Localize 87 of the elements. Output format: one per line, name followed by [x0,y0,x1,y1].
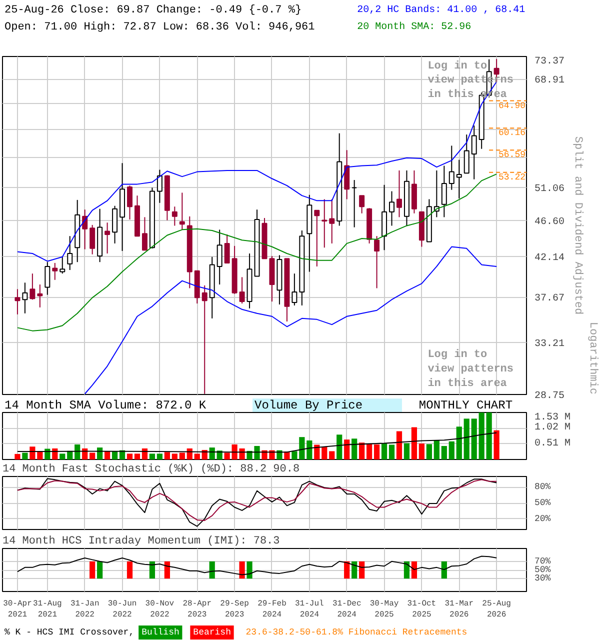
candlestick [359,195,365,214]
y-tick-label: 46.60 [534,216,565,228]
candlestick [471,124,477,180]
y-tick-label: 80% [534,482,552,492]
candlestick [456,159,462,199]
candlestick [67,236,73,270]
chart-title: 14 Month Fast Stochastic (%K) (%D): 88.2 90.8 [2,464,300,476]
legend-title: % K - HCS IMI Crossover, [4,628,134,638]
candlestick [112,205,118,244]
y-tick-label: 20% [534,514,552,524]
x-tick-label: 29-Feb 2024 [258,600,287,620]
y-axis-title: Split and Dividend Adjusted [572,136,584,315]
text: Logarithmic [586,322,598,395]
candlestick [374,236,380,289]
candlestick [202,284,208,394]
y-tick-label: 33.21 [534,338,565,350]
y-tick-label: 28.75 [534,391,565,402]
line-series [16,556,498,576]
text: Bullish [142,628,180,638]
x-tick-label: 29-Sep 2023 [220,600,250,620]
x-tick-label: 31-Mar 2026 [444,600,474,620]
x-tick-label: 30-Jun 2022 [108,600,137,620]
text: MONTHLY CHART [418,398,513,412]
ref-line-label: 56.59 [498,150,526,160]
x-tick-label: 31-Jul 2024 [295,600,324,620]
candlestick [127,185,133,220]
candlestick [44,262,50,296]
candlestick [314,210,320,267]
candlestick [464,134,470,174]
candlestick [179,192,185,230]
chart-title: 14 Month SMA Volume: 872.0 K [4,398,207,412]
text: 20,2 HC Bands: 41.00 , 68.41 [357,4,526,16]
y-tick-label: 37.67 [534,294,565,305]
y-tick-label: 68.91 [534,76,565,87]
text: Volume By Price [254,398,363,412]
ref-line-label: 53.22 [498,172,526,182]
candlestick [22,282,28,314]
ref-line-label: 60.16 [498,128,526,138]
x-tick-label: 31-Aug 2021 [33,600,62,620]
candlestick [172,206,178,226]
candlestick [142,216,148,251]
candlestick [14,288,20,315]
y-tick-label: 42.14 [534,253,565,264]
chart-title: 25-Aug-26 Close: 69.87 Change: -0.49 {-0.7 %} [4,4,302,16]
chart-subtitle: Open: 71.00 High: 72.87 Low: 68.36 Vol: 946,961 [4,22,316,34]
candlestick [239,276,245,304]
line-series [16,174,498,332]
y-tick-label: 50% [534,565,552,575]
candlestick [329,198,335,244]
x-tick-label: 25-Aug 2026 [482,600,512,620]
text: 23.6-38.2-50-61.8% Fibonacci Retracements [246,628,468,638]
candlestick [90,224,96,255]
y-tick-label: 30% [534,574,552,584]
y-tick-label: 73.37 [534,56,565,68]
x-tick-label: 31-Oct 2025 [407,600,436,620]
y-tick-label: 70% [534,556,552,566]
x-tick-label: 30-Nov 2022 [145,600,174,620]
text: Bearish [193,628,231,638]
text: 20 Month SMA: 52.96 [357,21,472,33]
x-tick-label: 30-Apr 2021 [3,600,32,620]
candlestick [30,273,36,300]
candlestick [396,170,402,218]
y-tick-label: 50% [534,498,552,508]
candlestick [344,150,350,200]
candlestick [104,222,110,254]
candlestick [389,190,395,226]
candlestick [156,169,162,204]
candlestick [441,165,447,218]
y-tick-label: 1.53 M [534,412,571,424]
candlestick [37,284,43,308]
chart-title: 14 Month HCS Intraday Momentum (IMI): 78.3 [2,536,280,548]
candlestick [322,198,328,248]
x-tick-label: 28-Apr 2023 [182,600,212,620]
ref-line-label: 64.90 [498,100,526,111]
y-tick-label: 0.51 M [534,438,571,450]
candlestick [292,273,298,306]
candlestick [216,229,222,285]
candlestick [224,234,230,264]
y-tick-label: 1.02 M [534,422,571,434]
annotation: Log in to view patterns in this area [428,349,514,390]
x-tick-label: 31-Jan 2022 [70,600,100,620]
candlestick [52,262,58,280]
candlestick [60,256,66,274]
x-tick-label: 31-Dec 2024 [332,600,362,620]
candlestick [448,145,454,190]
y-tick-label: 51.06 [534,184,565,195]
x-tick-label: 30-May 2025 [370,600,399,620]
